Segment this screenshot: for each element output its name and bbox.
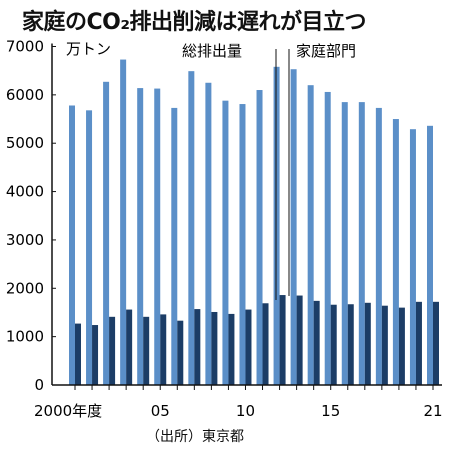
bar-household-sector — [143, 316, 150, 385]
bar-total-emissions — [86, 110, 93, 386]
y-tick-label: 0 — [34, 376, 44, 394]
bar-total-emissions — [358, 102, 365, 385]
bar-household-sector — [177, 320, 184, 385]
y-tick-label: 2000 — [6, 279, 44, 297]
bar-total-emissions — [375, 107, 382, 385]
bar-household-sector — [415, 301, 422, 385]
y-tick-label: 6000 — [6, 86, 44, 104]
bar-household-sector — [109, 316, 116, 385]
bar-household-sector — [347, 304, 354, 385]
y-tick-label: 1000 — [6, 328, 44, 346]
x-tick-label: 21 — [423, 402, 442, 420]
bar-total-emissions — [341, 102, 348, 385]
bar-household-sector — [75, 323, 81, 385]
bar-household-sector — [92, 325, 99, 385]
bar-total-emissions — [120, 59, 127, 385]
bar-total-emissions — [103, 81, 110, 385]
bar-household-sector — [433, 301, 439, 385]
y-tick-label: 7000 — [6, 38, 44, 56]
legend-label-household: 家庭部門 — [296, 42, 356, 60]
bar-household-sector — [398, 307, 405, 385]
bar-household-sector — [381, 305, 388, 385]
legend-label-total: 総排出量 — [182, 42, 242, 60]
y-tick-label: 4000 — [6, 183, 44, 201]
bar-total-emissions — [137, 88, 144, 385]
bar-total-emissions — [256, 90, 263, 386]
bar-total-emissions — [239, 104, 246, 386]
bar-household-sector — [160, 314, 167, 385]
x-tick-label: 15 — [321, 402, 340, 420]
bar-household-sector — [211, 311, 218, 385]
bar-household-sector — [313, 300, 320, 385]
bar-household-sector — [364, 302, 371, 385]
bar-household-sector — [126, 309, 133, 385]
bar-total-emissions — [222, 100, 229, 385]
x-tick-label: 05 — [151, 402, 170, 420]
x-tick-label: 2000年度 — [34, 402, 102, 420]
bar-total-emissions — [409, 129, 416, 385]
bar-household-sector — [194, 309, 201, 385]
bar-household-sector — [245, 309, 252, 385]
bar-total-emissions — [392, 119, 399, 386]
y-tick-label: 3000 — [6, 231, 44, 249]
bar-total-emissions — [307, 85, 314, 385]
bar-household-sector — [262, 303, 269, 385]
bar-total-emissions — [69, 105, 75, 385]
bar-household-sector — [279, 295, 286, 385]
bar-total-emissions — [154, 88, 161, 386]
bar-household-sector — [228, 313, 235, 385]
source-note: （出所）東京都 — [146, 429, 244, 445]
bar-total-emissions — [171, 107, 178, 385]
bar-household-sector — [330, 304, 337, 385]
bar-household-sector — [296, 295, 303, 385]
bar-total-emissions — [427, 125, 433, 385]
bar-total-emissions — [273, 66, 280, 385]
bar-total-emissions — [290, 69, 297, 386]
bar-total-emissions — [188, 71, 195, 385]
x-tick-label: 10 — [236, 402, 255, 420]
y-unit-label: 万トン — [66, 40, 111, 58]
y-tick-label: 5000 — [6, 134, 44, 152]
bar-total-emissions — [205, 82, 212, 386]
chart-title: 家庭のCO₂排出削減は遅れが目立つ — [22, 10, 367, 35]
bar-total-emissions — [324, 91, 331, 385]
